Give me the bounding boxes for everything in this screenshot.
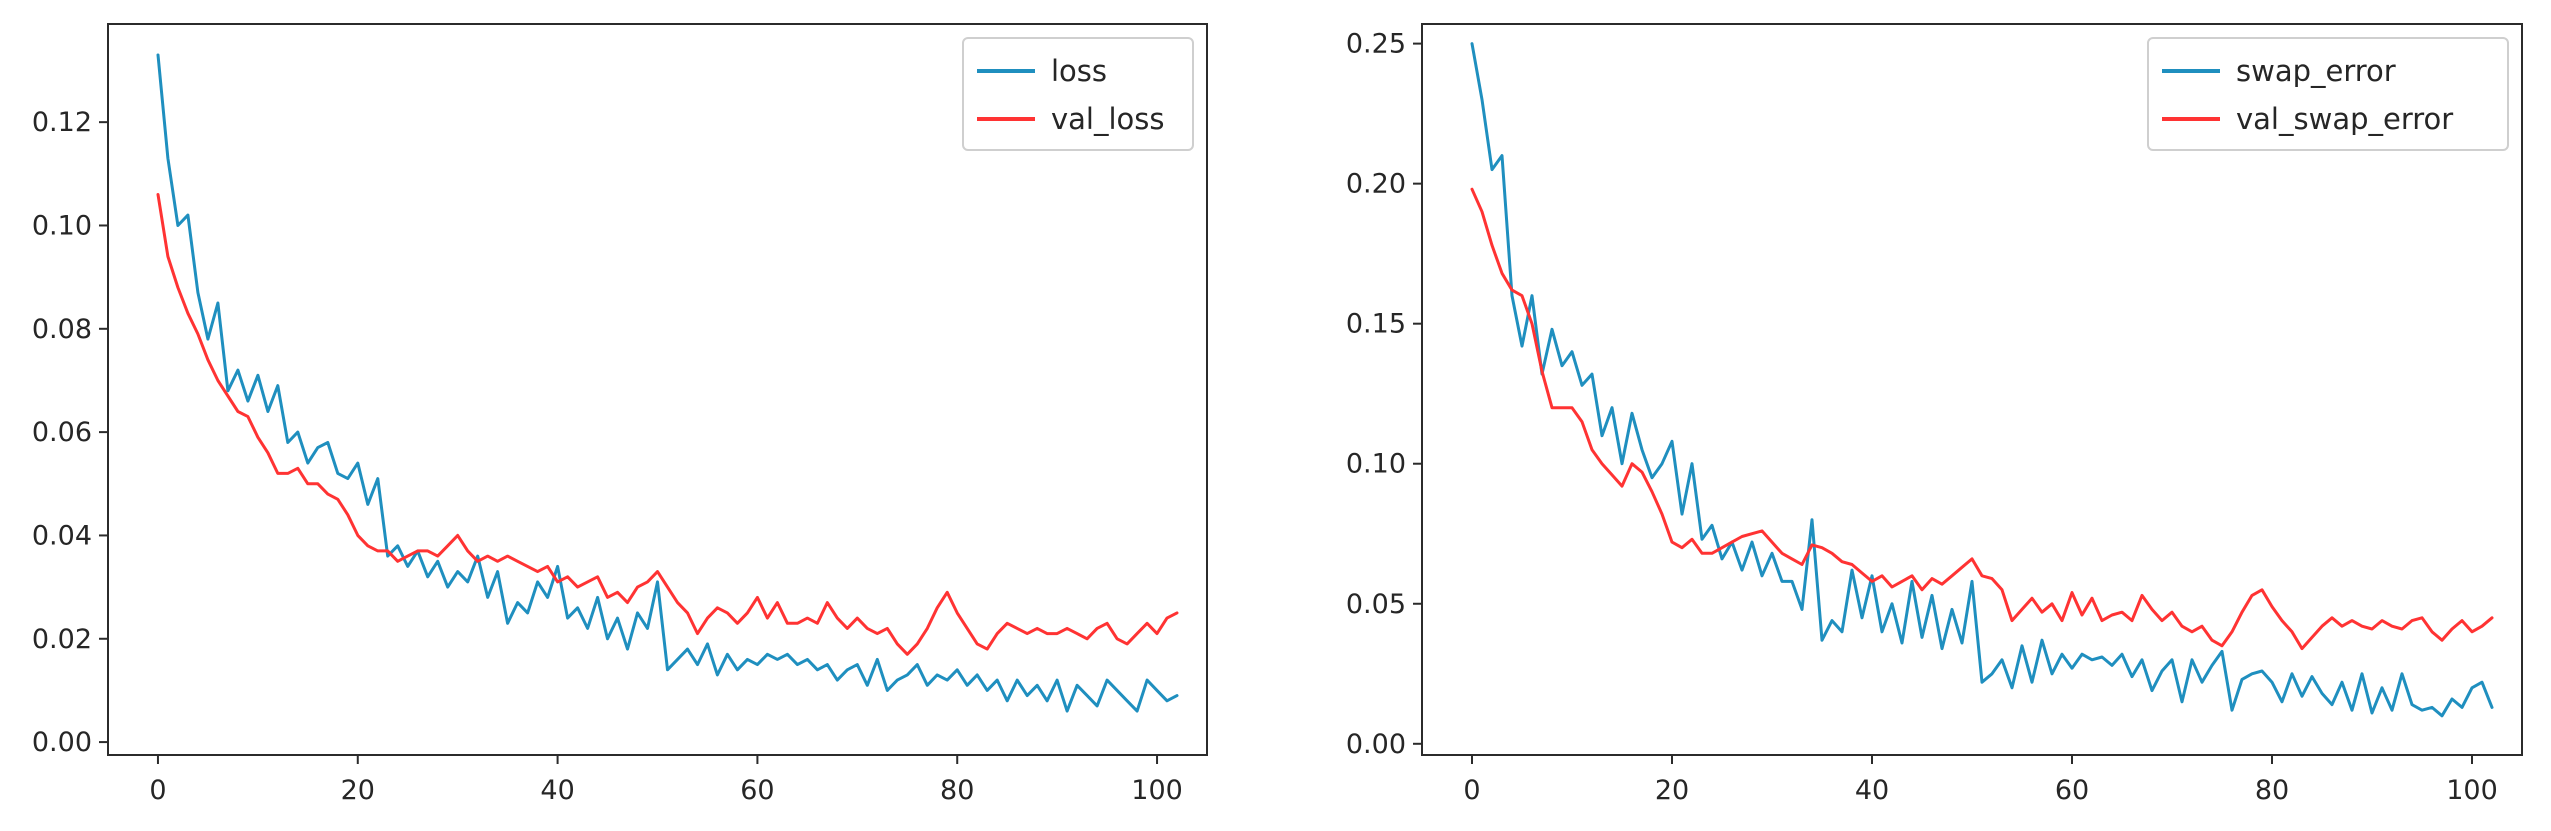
x-tick-label: 40 [1855,775,1889,806]
y-tick-label: 0.00 [32,727,92,758]
legend-label-swap_error: swap_error [2236,54,2396,88]
y-tick-label: 0.05 [1346,589,1406,620]
series-line-loss [156,53,1179,713]
x-tick-label: 20 [1655,775,1689,806]
x-tick-label: 100 [1131,775,1183,806]
x-tick-label: 100 [2446,775,2498,806]
x-tick-label: 0 [1463,775,1480,806]
x-tick-label: 40 [540,775,574,806]
legend-box [962,37,1194,151]
x-tick-label: 60 [2055,775,2089,806]
x-tick-label: 0 [149,775,166,806]
series-line-val_swap_error [1470,187,2494,651]
legend: swap_error val_swap_error [2147,37,2509,151]
y-tick-label: 0.00 [1346,729,1406,760]
y-tick-label: 0.02 [32,624,92,655]
legend: loss val_loss [962,37,1194,151]
y-tick-label: 0.10 [32,210,92,241]
chart-panel-2: 0 20 40 60 80 100 0.00 0.05 0.10 0.15 0.20 0.25 swap… [1346,23,2523,806]
y-tick-label: 0.15 [1346,309,1406,340]
x-tick-label: 80 [940,775,974,806]
legend-label-val_loss: val_loss [1051,102,1165,136]
y-tick-label: 0.20 [1346,169,1406,200]
x-tick-label: 60 [740,775,774,806]
y-tick-label: 0.04 [32,520,92,551]
y-tick-label: 0.08 [32,314,92,345]
legend-label-val_swap_error: val_swap_error [2236,102,2453,136]
y-tick-label: 0.06 [32,417,92,448]
chart-panel-1: 0 20 40 60 80 100 0.00 0.02 0.04 0.06 0.08 0.10 0.12… [32,23,1208,806]
axes-frame [1421,23,2523,756]
axes-frame [107,23,1208,756]
x-tick-label: 20 [341,775,375,806]
legend-box [2147,37,2509,151]
y-tick-label: 0.12 [32,107,92,138]
series-line-val_loss [156,193,1179,656]
legend-label-loss: loss [1051,54,1107,88]
x-tick-label: 80 [2255,775,2289,806]
y-tick-label: 0.25 [1346,29,1406,60]
y-tick-label: 0.10 [1346,449,1406,480]
series-line-swap_error [1470,42,2494,718]
